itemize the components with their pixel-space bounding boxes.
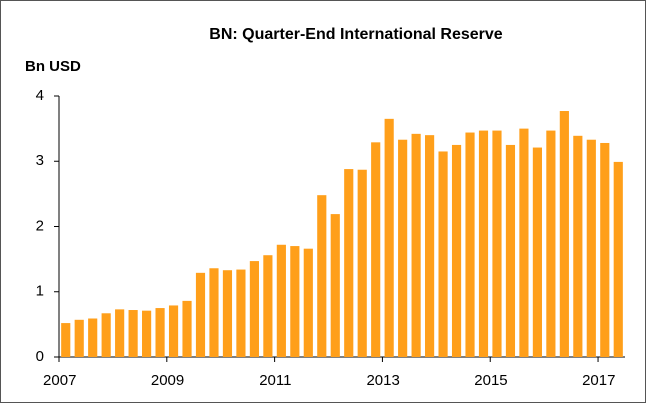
x-tick-label: 2013 (366, 372, 399, 389)
chart-title: BN: Quarter-End International Reserve (209, 26, 503, 43)
bar (88, 318, 98, 357)
bar (573, 135, 583, 357)
bar (465, 132, 475, 357)
bar (384, 118, 394, 358)
y-tick-label: 2 (36, 217, 44, 234)
bar (492, 130, 502, 357)
bar (398, 139, 408, 357)
bar (249, 261, 259, 357)
bar (600, 142, 610, 357)
bar (330, 214, 340, 357)
bar (451, 144, 462, 357)
bar (209, 268, 219, 357)
bar (613, 161, 623, 357)
x-tick-label: 2011 (259, 372, 291, 389)
bar (586, 139, 596, 357)
bar (128, 310, 138, 357)
bar (371, 142, 381, 357)
bar (182, 300, 192, 357)
bar (344, 169, 354, 357)
bar (357, 169, 367, 357)
x-tick-label: 2009 (151, 372, 184, 389)
bar (142, 310, 152, 357)
bar (303, 248, 313, 357)
x-tick-label: 2015 (474, 372, 507, 389)
bar (222, 270, 233, 357)
x-tick-label: 2007 (43, 372, 76, 389)
bar (236, 269, 246, 357)
bar (101, 313, 111, 357)
bar (532, 147, 542, 357)
bar (559, 111, 569, 357)
bar (263, 255, 273, 357)
bar (276, 244, 286, 357)
bar (61, 323, 71, 357)
bar (546, 130, 556, 357)
bar (168, 305, 179, 357)
y-tick-label: 4 (36, 87, 44, 104)
y-tick-label: 3 (36, 152, 44, 169)
bar (155, 308, 165, 357)
bar (505, 144, 516, 357)
bar (519, 128, 529, 357)
bar (195, 272, 206, 357)
bar (411, 133, 421, 357)
bar (438, 151, 448, 357)
x-tick-label: 2017 (582, 372, 615, 389)
bar (115, 309, 125, 357)
bar (74, 319, 84, 357)
bar (425, 135, 435, 357)
y-tick-label: 1 (36, 283, 44, 300)
bar (478, 130, 489, 357)
y-tick-label: 0 (36, 348, 44, 365)
y-axis-label: Bn USD (25, 58, 81, 75)
bar (317, 195, 327, 357)
bar (290, 246, 300, 357)
